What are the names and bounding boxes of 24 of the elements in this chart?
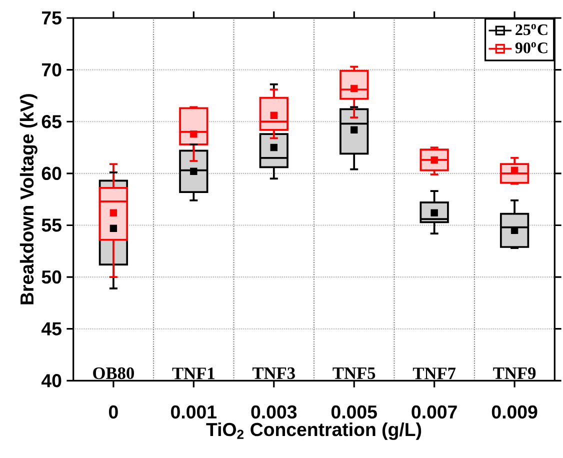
y-tick-label: 40 bbox=[41, 374, 62, 388]
legend-label: 90$^{o}$C bbox=[515, 42, 548, 54]
annotation: TNF3 bbox=[252, 367, 295, 380]
annotation: TNF9 bbox=[493, 367, 536, 380]
x-tick-label: 0.005 bbox=[331, 405, 377, 419]
x-tick-label: 0.003 bbox=[251, 405, 297, 419]
annotation: TNF7 bbox=[412, 368, 456, 380]
y-axis-title: Breakdown Voltage (kV) bbox=[20, 94, 38, 304]
y-tick-label: 65 bbox=[42, 115, 62, 128]
x-tick-label: 0.007 bbox=[412, 405, 457, 419]
x-tick-label: 0.009 bbox=[492, 405, 538, 419]
y-tick-label: 45 bbox=[41, 322, 62, 336]
y-tick-label: 70 bbox=[42, 63, 62, 76]
x-tick-label: 0 bbox=[108, 405, 118, 419]
x-tick-label: 0.001 bbox=[171, 405, 217, 419]
y-tick-label: 50 bbox=[42, 270, 62, 284]
annotation: OB80 bbox=[93, 367, 134, 380]
y-tick-label: 75 bbox=[42, 11, 62, 25]
annotation: TNF5 bbox=[332, 368, 376, 380]
y-tick-label: 60 bbox=[42, 166, 62, 180]
x-axis-title: TiO$_{2}$ Concentration (g/L) bbox=[206, 422, 422, 440]
y-tick-label: 55 bbox=[42, 218, 62, 232]
annotation: TNF1 bbox=[172, 368, 214, 380]
legend-label: 25$^{o}$C bbox=[516, 24, 548, 36]
